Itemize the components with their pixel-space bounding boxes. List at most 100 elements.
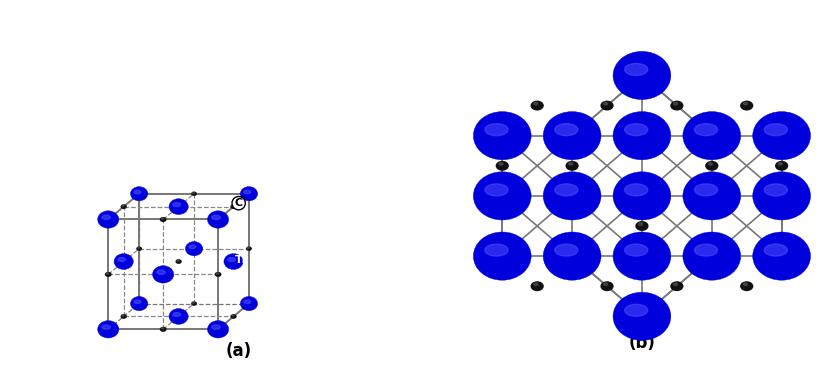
Ellipse shape [670,101,683,110]
Ellipse shape [137,247,139,248]
Ellipse shape [134,300,141,303]
Ellipse shape [625,304,648,316]
Ellipse shape [207,321,229,338]
Ellipse shape [122,315,124,316]
Ellipse shape [120,314,127,319]
Ellipse shape [534,102,538,105]
Ellipse shape [212,325,221,329]
Ellipse shape [212,215,221,220]
Ellipse shape [232,315,234,316]
Ellipse shape [613,232,671,280]
Ellipse shape [543,112,601,160]
Ellipse shape [230,314,237,319]
Ellipse shape [224,254,243,269]
Ellipse shape [173,312,180,316]
Ellipse shape [240,187,258,201]
Ellipse shape [185,241,202,256]
Ellipse shape [695,244,718,256]
Ellipse shape [743,283,747,285]
Ellipse shape [740,281,753,291]
Ellipse shape [705,161,718,171]
Ellipse shape [683,172,741,220]
Ellipse shape [485,244,508,256]
Ellipse shape [601,281,614,291]
Ellipse shape [625,184,648,196]
Ellipse shape [765,184,788,196]
Ellipse shape [160,327,166,332]
Ellipse shape [601,101,614,110]
Ellipse shape [134,190,141,194]
Ellipse shape [613,172,671,220]
Ellipse shape [160,217,166,222]
Ellipse shape [114,254,133,269]
Ellipse shape [248,247,249,248]
Text: (a): (a) [226,342,252,360]
Ellipse shape [244,300,251,303]
Ellipse shape [604,283,607,285]
Ellipse shape [228,257,235,262]
Ellipse shape [193,192,194,193]
Ellipse shape [531,281,544,291]
Ellipse shape [543,232,601,280]
Ellipse shape [191,301,197,306]
Ellipse shape [102,215,110,220]
Ellipse shape [543,172,601,220]
Ellipse shape [613,292,671,340]
Ellipse shape [102,325,110,329]
Ellipse shape [531,101,544,110]
Ellipse shape [131,296,148,311]
Ellipse shape [743,102,747,105]
Ellipse shape [173,203,180,207]
Text: (b): (b) [629,335,655,353]
Ellipse shape [98,321,119,338]
Ellipse shape [753,172,811,220]
Ellipse shape [244,190,251,194]
Ellipse shape [555,124,578,136]
Ellipse shape [565,161,579,171]
Ellipse shape [473,172,531,220]
Ellipse shape [169,199,188,215]
Ellipse shape [216,273,218,274]
Ellipse shape [177,260,179,261]
Ellipse shape [485,124,508,136]
Ellipse shape [495,161,509,171]
Ellipse shape [555,184,578,196]
Text: C: C [235,198,243,208]
Ellipse shape [695,184,718,196]
Ellipse shape [473,232,531,280]
Ellipse shape [161,328,164,329]
Ellipse shape [673,283,677,285]
Ellipse shape [753,112,811,160]
Ellipse shape [604,102,607,105]
Ellipse shape [673,102,677,105]
Ellipse shape [695,124,718,136]
Ellipse shape [670,281,683,291]
Ellipse shape [635,221,649,231]
Ellipse shape [639,223,643,225]
Ellipse shape [765,124,788,136]
Ellipse shape [137,246,142,251]
Ellipse shape [779,163,783,165]
Ellipse shape [191,191,197,196]
Ellipse shape [193,302,194,303]
Ellipse shape [122,205,124,206]
Ellipse shape [569,163,573,165]
Ellipse shape [246,246,252,251]
Ellipse shape [232,205,234,206]
Ellipse shape [161,218,164,219]
Ellipse shape [131,187,148,201]
Ellipse shape [765,244,788,256]
Ellipse shape [613,112,671,160]
Ellipse shape [625,244,648,256]
Ellipse shape [215,272,221,277]
Ellipse shape [613,51,671,99]
Ellipse shape [157,270,165,275]
Ellipse shape [683,112,741,160]
Ellipse shape [120,204,127,209]
Ellipse shape [753,232,811,280]
Ellipse shape [152,266,174,283]
Ellipse shape [207,211,229,228]
Ellipse shape [105,272,112,277]
Ellipse shape [106,273,109,274]
Ellipse shape [775,161,788,171]
